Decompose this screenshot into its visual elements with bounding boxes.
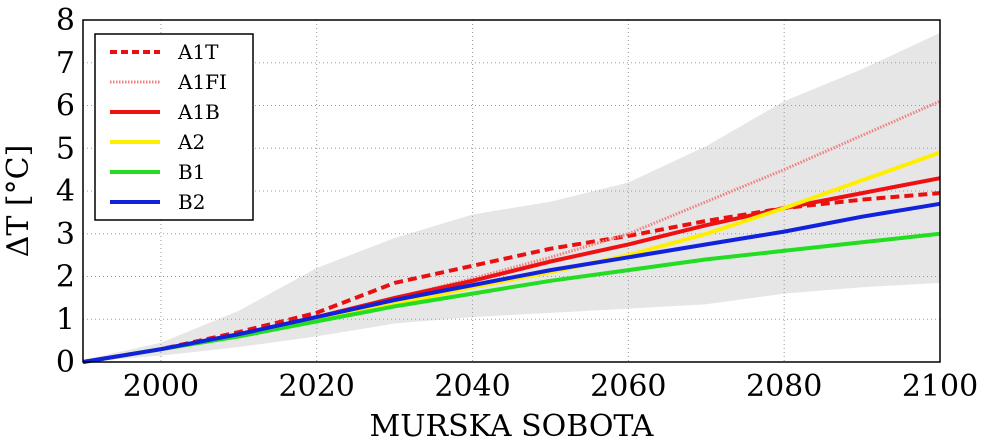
legend-label-a2: A2 bbox=[177, 130, 205, 154]
x-tick-label: 2000 bbox=[123, 369, 199, 404]
y-tick-label: 1 bbox=[56, 302, 75, 337]
uncertainty-band-layer bbox=[83, 32, 940, 362]
x-tick-label: 2020 bbox=[279, 369, 355, 404]
legend-label-b1: B1 bbox=[178, 160, 205, 184]
uncertainty-band bbox=[83, 32, 940, 362]
series-line-b2 bbox=[82, 201, 941, 364]
series-layer bbox=[82, 99, 941, 364]
legend-box bbox=[94, 33, 254, 221]
y-tick-labels: 0 1 2 3 4 5 6 7 8 bbox=[56, 3, 75, 380]
x-tick-label: 2060 bbox=[590, 369, 666, 404]
legend-label-b2: B2 bbox=[178, 190, 205, 214]
y-tick-label: 4 bbox=[56, 174, 75, 209]
legend: A1T A1FI A1B A2 B1 B2 bbox=[94, 33, 254, 221]
y-tick-label: 8 bbox=[56, 3, 75, 38]
y-tick-label: 6 bbox=[56, 89, 75, 124]
y-tick-label: 7 bbox=[56, 46, 75, 81]
legend-label-a1t: A1T bbox=[177, 40, 219, 64]
x-tick-label: 2080 bbox=[746, 369, 822, 404]
x-tick-labels: 2000 2020 2040 2060 2080 2100 bbox=[123, 369, 978, 404]
x-tick-label: 2100 bbox=[902, 369, 978, 404]
legend-label-a1b: A1B bbox=[177, 100, 220, 124]
y-tick-label: 0 bbox=[56, 345, 75, 380]
y-tick-label: 5 bbox=[56, 131, 75, 166]
plot-frame bbox=[82, 19, 941, 363]
x-axis-title: MURSKA SOBOTA bbox=[370, 409, 654, 444]
y-tick-label: 3 bbox=[56, 217, 75, 252]
y-tick-label: 2 bbox=[56, 260, 75, 295]
legend-label-a1fi: A1FI bbox=[177, 70, 227, 94]
y-axis-title: ΔT [°C] bbox=[1, 145, 36, 258]
x-tick-label: 2040 bbox=[434, 369, 510, 404]
